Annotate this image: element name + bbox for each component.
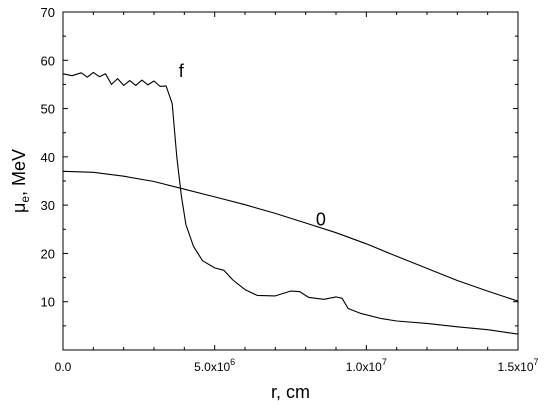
data-series (62, 71, 519, 335)
y-tick-label: 60 (41, 53, 55, 68)
series-line-f (62, 71, 519, 335)
series-annotation-0: 0 (316, 209, 326, 229)
x-tick-label: 1.5x107 (497, 357, 538, 374)
y-axis-label-subscript: e (18, 196, 32, 203)
annotations: f0 (179, 61, 326, 229)
y-tick-label: 10 (41, 295, 55, 310)
y-axis-label-main: μ (9, 203, 29, 213)
y-axis-label: μe, MeV (9, 149, 32, 213)
y-tick-label: 70 (41, 5, 55, 20)
x-tick-label: 1.0x107 (346, 357, 387, 374)
tick-marks (62, 11, 519, 351)
x-tick-label: 0.0 (55, 360, 72, 374)
y-axis-label-units: , MeV (9, 149, 29, 196)
y-tick-label: 30 (41, 198, 55, 213)
tick-labels: 0.0 5.0x106 1.0x107 1.5x107 10 20 30 40 50 60 70 (41, 5, 539, 374)
x-axis-label: r, cm (271, 382, 310, 402)
series-line-0 (62, 170, 519, 302)
y-tick-label: 50 (41, 102, 55, 117)
y-tick-label: 40 (41, 150, 55, 165)
series-annotation-f: f (179, 61, 185, 81)
plot-area-frame (62, 11, 519, 351)
y-tick-label: 20 (41, 246, 55, 261)
x-tick-label: 5.0x106 (194, 357, 235, 374)
